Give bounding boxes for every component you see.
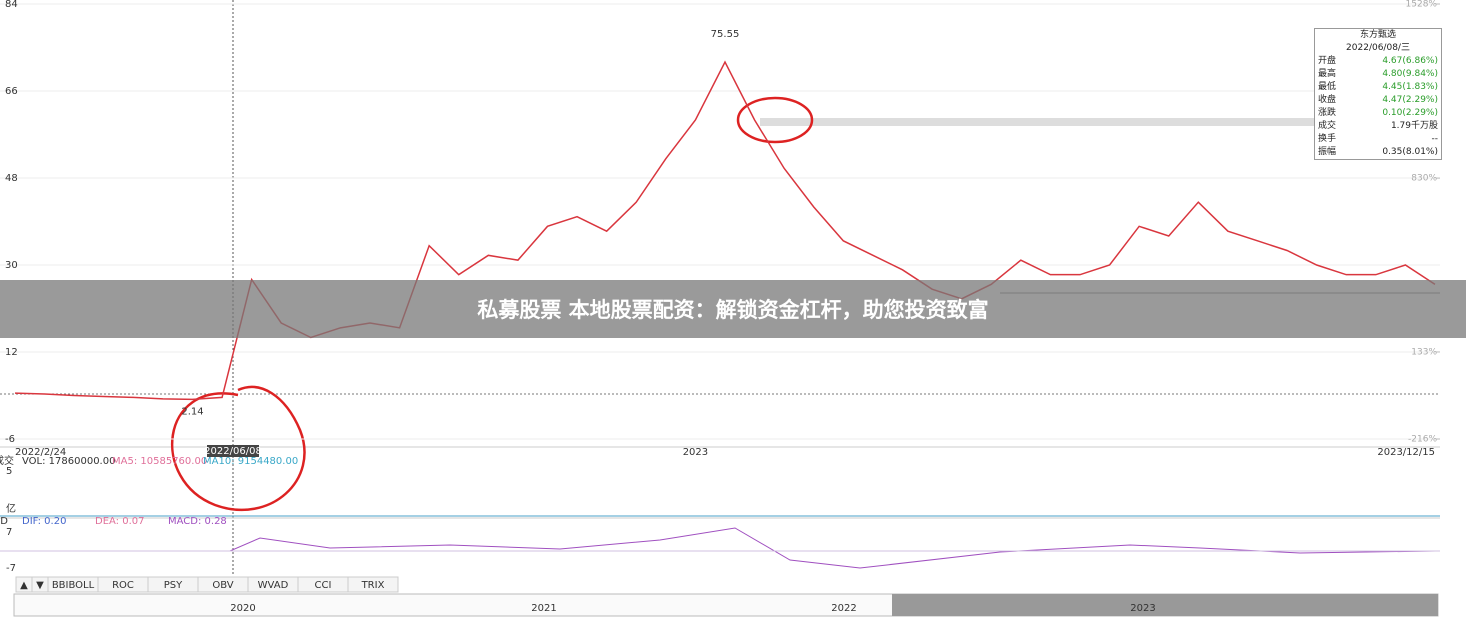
macd-line — [0, 527, 1436, 569]
panel-row: 最低 4.45(1.83%) — [1315, 81, 1441, 94]
tab-label[interactable]: CCI — [315, 580, 332, 591]
y-tick-label: 30 — [5, 260, 18, 271]
macd-label: DIF: 0.20 — [22, 516, 66, 527]
panel-value: 0.10(2.29%) — [1382, 108, 1438, 118]
y-tick-label: 12 — [5, 347, 18, 358]
panel-key: 最高 — [1318, 69, 1337, 79]
volume-label: MA10: 9154480.00 — [203, 456, 298, 467]
panel-key: 成交 — [1318, 121, 1337, 131]
panel-value: 4.80(9.84%) — [1382, 69, 1438, 79]
y2-tick-label: 133% — [1411, 347, 1437, 357]
tab-label[interactable]: ROC — [112, 580, 134, 591]
tab[interactable]: CCI — [297, 576, 349, 593]
tab-label[interactable]: ▲ — [20, 580, 28, 591]
volume-label: MA5: 10585760.00 — [112, 456, 207, 467]
panel-row: 收盘 4.47(2.29%) — [1315, 94, 1441, 107]
timeline-label: 2022 — [831, 603, 856, 614]
panel-key: 开盘 — [1318, 56, 1337, 66]
panel-title: 东方甄选 — [1359, 30, 1396, 40]
panel-row: 振幅 0.35(8.01%) — [1315, 146, 1441, 159]
panel-key: 最低 — [1318, 82, 1337, 92]
y-tick-label: 66 — [5, 86, 18, 97]
volume-label: VOL: 17860000.00 — [22, 456, 115, 467]
max-label: 75.55 — [711, 29, 740, 40]
tab-label[interactable]: PSY — [164, 580, 183, 591]
panel-row: 换手 -- — [1315, 133, 1441, 146]
tab-label[interactable]: WVAD — [258, 580, 289, 591]
tab-label[interactable]: OBV — [212, 580, 233, 591]
tab-label[interactable]: TRIX — [361, 580, 385, 591]
macd-tick: 7 — [6, 527, 12, 538]
tab-label[interactable]: ▼ — [36, 580, 44, 591]
panel-row: 涨跌 0.10(2.29%) — [1315, 107, 1441, 120]
volume-label: 成交 — [0, 454, 14, 467]
tab-box[interactable] — [347, 576, 399, 593]
x-tick-label: 2022/2/24 — [15, 447, 66, 458]
tab[interactable]: ▼ — [31, 576, 49, 593]
tab[interactable]: WVAD — [247, 576, 299, 593]
timeline-label: 2020 — [230, 603, 255, 614]
panel-key: 换手 — [1318, 134, 1337, 144]
panel-value: -- — [1431, 134, 1439, 144]
x-tick-label: 2023 — [683, 447, 708, 458]
macd-tick: -7 — [6, 563, 16, 574]
panel-value: 4.67(6.86%) — [1382, 56, 1438, 66]
panel-key: 振幅 — [1318, 147, 1337, 157]
info-panel: 东方甄选 2022/06/08/三 开盘 4.67(6.86%) 最高 4.80(9.84… — [1314, 28, 1442, 160]
price-line — [14, 60, 1436, 401]
volume-tick: 5 — [6, 466, 12, 477]
min-label: 2.14 — [181, 406, 203, 417]
tab[interactable]: OBV — [197, 576, 249, 593]
panel-value: 4.45(1.83%) — [1382, 82, 1438, 92]
panel-row: 成交 1.79千万股 — [1315, 120, 1441, 133]
volume-tick: 亿 — [6, 502, 16, 515]
timeline-window[interactable] — [892, 594, 1438, 616]
x-tick-label: 2023/12/15 — [1377, 447, 1435, 458]
panel-value: 1.79千万股 — [1390, 121, 1438, 131]
y-tick-label: -6 — [5, 434, 15, 445]
panel-key: 涨跌 — [1318, 108, 1337, 118]
panel-value: 0.35(8.01%) — [1382, 147, 1438, 157]
crosshair-label: 2022/06/08 — [204, 446, 262, 457]
tab[interactable]: PSY — [147, 576, 199, 593]
macd-label: DEA: 0.07 — [95, 516, 145, 527]
y2-tick-label: 830% — [1411, 174, 1437, 184]
highlight-circle — [736, 96, 814, 144]
panel-row: 开盘 4.67(6.86%) — [1315, 55, 1441, 68]
timeline-label: 2023 — [1130, 603, 1155, 614]
tab[interactable]: BBIBOLL — [47, 576, 99, 593]
macd-label: MACD: 0.28 — [168, 516, 227, 527]
tab[interactable]: TRIX — [347, 576, 399, 593]
panel-row: 最高 4.80(9.84%) — [1315, 68, 1441, 81]
timeline-label: 2021 — [531, 603, 556, 614]
y-tick-label: 48 — [5, 173, 18, 184]
y-tick-label: 84 — [5, 0, 18, 10]
tab[interactable]: ▲ — [15, 576, 33, 593]
y2-tick-label: -216% — [1408, 435, 1437, 445]
banner: 私募股票 本地股票配资：解锁资金杠杆，助您投资致富 — [0, 280, 1466, 338]
range-band — [760, 118, 1440, 126]
macd-label: MACD — [0, 516, 8, 527]
y2-tick-label: 1528% — [1406, 0, 1438, 10]
tab[interactable]: ROC — [97, 576, 149, 593]
panel-date: 2022/06/08/三 — [1346, 43, 1410, 53]
tab-label[interactable]: BBIBOLL — [52, 580, 95, 591]
highlight-circle — [170, 385, 306, 512]
crosshair-label-box — [207, 445, 259, 457]
panel-key: 收盘 — [1318, 95, 1337, 105]
panel-value: 4.47(2.29%) — [1382, 95, 1438, 105]
